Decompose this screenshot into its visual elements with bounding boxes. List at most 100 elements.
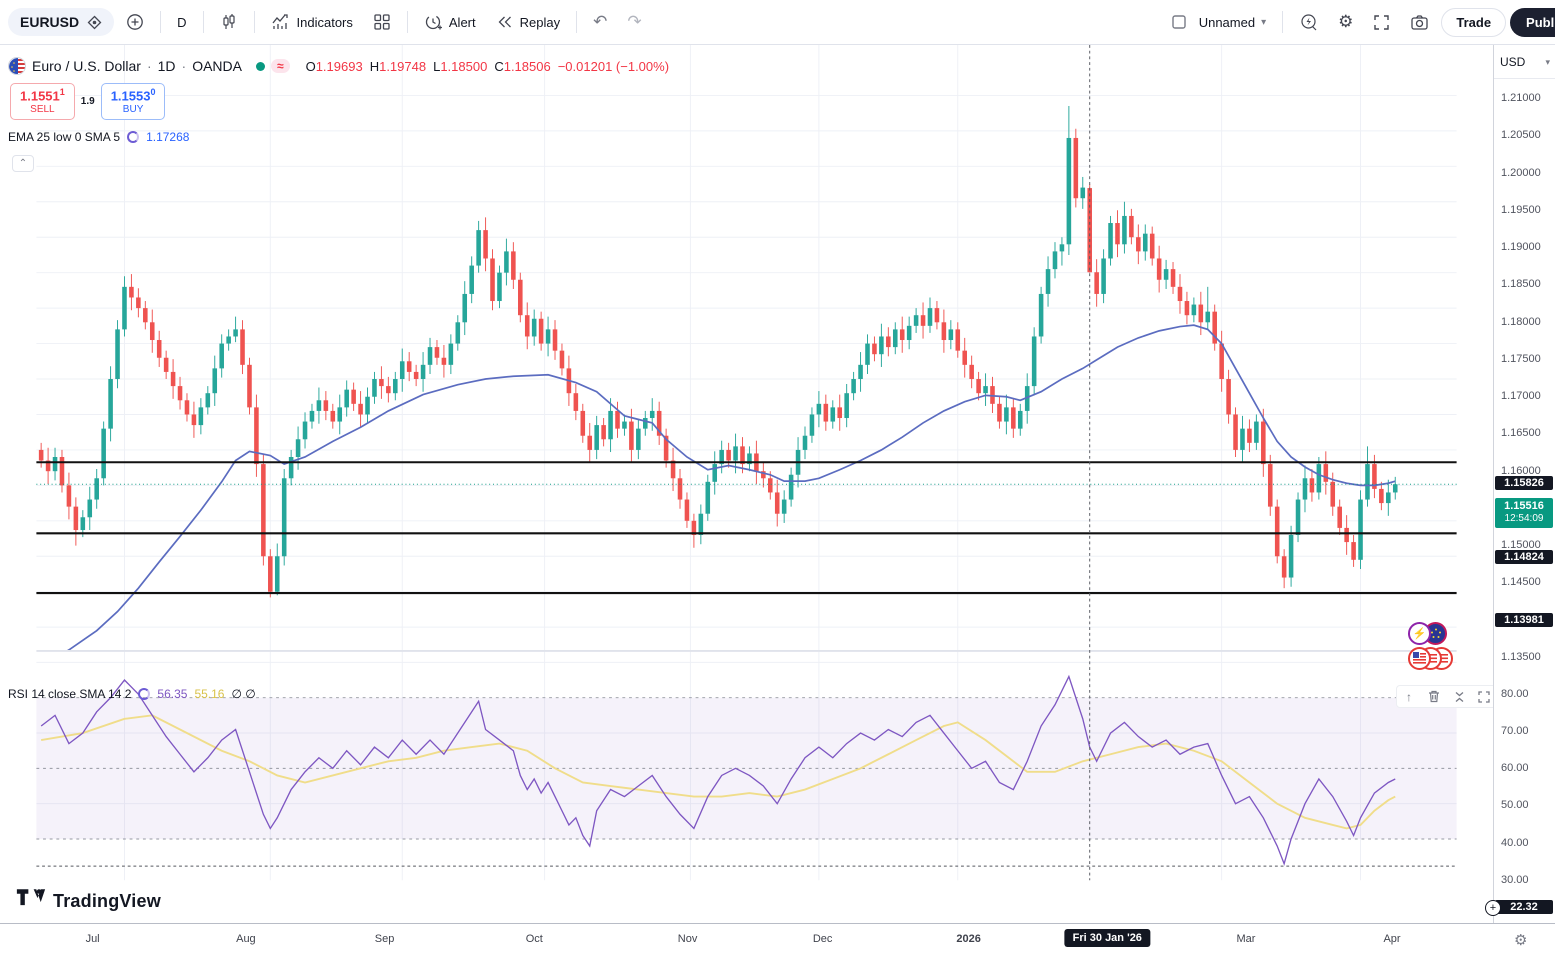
screenshot-button[interactable] [1402, 9, 1437, 36]
undo-button[interactable]: ↶ [593, 12, 608, 31]
replay-button[interactable]: Replay [488, 9, 568, 35]
candle-body [663, 435, 669, 461]
alert-clock-icon [424, 13, 443, 32]
candle-body [1386, 492, 1391, 504]
close-value: 1.18506 [503, 58, 551, 74]
candle-body [649, 410, 655, 419]
candle-body [955, 329, 961, 351]
candle-body [1163, 269, 1169, 280]
candle-body [1351, 542, 1356, 560]
rsi-legend[interactable]: RSI 14 close SMA 14 2 56.35 55.16 ∅ ∅ [8, 687, 256, 701]
price-tick: 1.16500 [1501, 427, 1541, 440]
candle-body [1142, 233, 1148, 252]
legend-separator: · [146, 58, 152, 74]
candle-body [920, 315, 926, 326]
time-tick: 2026 [956, 933, 981, 945]
symbol-flag-icon[interactable] [87, 15, 102, 30]
toolbar-separator [576, 11, 578, 33]
camera-icon [1410, 14, 1429, 31]
rsi-band-values: ∅ ∅ [231, 687, 256, 701]
candle-body [240, 329, 245, 365]
add-alert-plus-icon[interactable]: + [1485, 900, 1501, 917]
move-pane-up-button[interactable]: ↑ [1406, 689, 1412, 704]
candle-body [143, 308, 148, 323]
maximize-pane-button[interactable] [1473, 687, 1495, 706]
price-tick: 1.19000 [1501, 241, 1541, 254]
alert-label: Alert [448, 14, 476, 30]
currency-label: USD [1500, 55, 1526, 69]
trade-button[interactable]: Trade [1441, 7, 1507, 37]
time-axis[interactable]: Jul Aug Sep Oct Nov Dec 2026 Mar Apr Fri 30 Jan … [0, 923, 1555, 955]
fullscreen-button[interactable] [1365, 9, 1398, 36]
chart-area[interactable]: Euro / U.S. Dollar · 1D · OANDA ≈ O1.196… [0, 45, 1555, 955]
candle-body [733, 446, 738, 461]
candle-body [830, 407, 836, 422]
candle-body [455, 322, 461, 344]
rsi-line [40, 674, 1396, 866]
sell-button[interactable]: 1.15511 SELL [10, 83, 75, 120]
collapse-legend-button[interactable]: ⌃ [12, 155, 34, 172]
candle-body [594, 425, 599, 450]
legend-exchange[interactable]: OANDA [192, 58, 242, 74]
indicators-button[interactable]: Indicators [263, 8, 361, 36]
layout-templates-button[interactable] [365, 8, 399, 36]
market-status-icon[interactable] [255, 61, 265, 71]
redo-button[interactable]: ↷ [627, 12, 642, 31]
candle-body [309, 410, 315, 422]
candle-body [1323, 464, 1329, 482]
symbol-search-button[interactable]: EURUSD [8, 8, 115, 36]
candle-body [524, 315, 530, 337]
legend-interval[interactable]: 1D [157, 58, 176, 74]
buy-button[interactable]: 1.15530 BUY [100, 83, 166, 120]
interval-button[interactable]: D [169, 10, 194, 35]
rsi-value: 56.35 [157, 687, 188, 701]
candle-body [767, 478, 773, 493]
candle-body [559, 350, 565, 369]
alert-button[interactable]: Alert [416, 8, 484, 37]
tradingview-watermark[interactable]: TradingView [16, 888, 161, 915]
publish-button[interactable]: Publish [1510, 7, 1555, 37]
indicator-loading-icon [138, 688, 151, 700]
time-axis-gear-icon[interactable]: ⚙ [1514, 932, 1528, 949]
candle-body [66, 485, 72, 507]
price-tick: 1.16000 [1501, 464, 1541, 477]
currency-selector[interactable]: USD ▾ [1500, 55, 1550, 69]
toolbar-separator [1282, 11, 1284, 33]
high-label: H [369, 58, 380, 74]
collapse-pane-button[interactable] [1448, 687, 1470, 706]
chart-canvas[interactable] [0, 45, 1493, 923]
settings-button[interactable]: ⚙ [1330, 7, 1361, 37]
candle-body [643, 418, 648, 429]
quick-search-button[interactable] [1291, 8, 1326, 37]
candle-body [288, 457, 294, 479]
candle-body [261, 464, 266, 557]
candle-body [156, 340, 162, 358]
candle-body [1170, 269, 1176, 287]
candle-body [45, 460, 51, 472]
candle-body [1031, 336, 1037, 387]
candle-body [1261, 421, 1266, 465]
candle-body [948, 329, 954, 341]
candle-body [101, 428, 106, 479]
delete-pane-button[interactable] [1423, 687, 1445, 706]
us-flag-event-icon[interactable] [1408, 647, 1431, 670]
candle-body [1066, 137, 1072, 245]
candle-body [698, 513, 704, 535]
rsi-tick: 70.00 [1501, 725, 1529, 738]
compare-button[interactable] [118, 8, 152, 36]
candle-body [865, 343, 870, 365]
layout-name-button[interactable]: Unnamed ▾ [1191, 10, 1274, 35]
chart-style-button[interactable] [212, 8, 246, 36]
save-layout-checkbox-icon[interactable] [1171, 14, 1187, 30]
ema-legend[interactable]: EMA 25 low 0 SMA 5 1.17268 [8, 130, 189, 144]
candle-body [295, 439, 301, 458]
candle-body [129, 286, 134, 298]
price-axis[interactable]: USD ▾ 1.21000 1.20500 1.20000 1.19500 1.1900… [1485, 45, 1555, 923]
candle-body [80, 517, 86, 531]
price-tick: 1.19500 [1501, 203, 1541, 216]
candle-body [983, 386, 988, 394]
delayed-data-badge[interactable]: ≈ [270, 59, 290, 73]
candle-body [497, 272, 502, 302]
economic-event-icon[interactable]: ⚡ [1408, 622, 1431, 645]
symbol-legend[interactable]: Euro / U.S. Dollar · 1D · OANDA ≈ O1.196… [8, 57, 669, 75]
